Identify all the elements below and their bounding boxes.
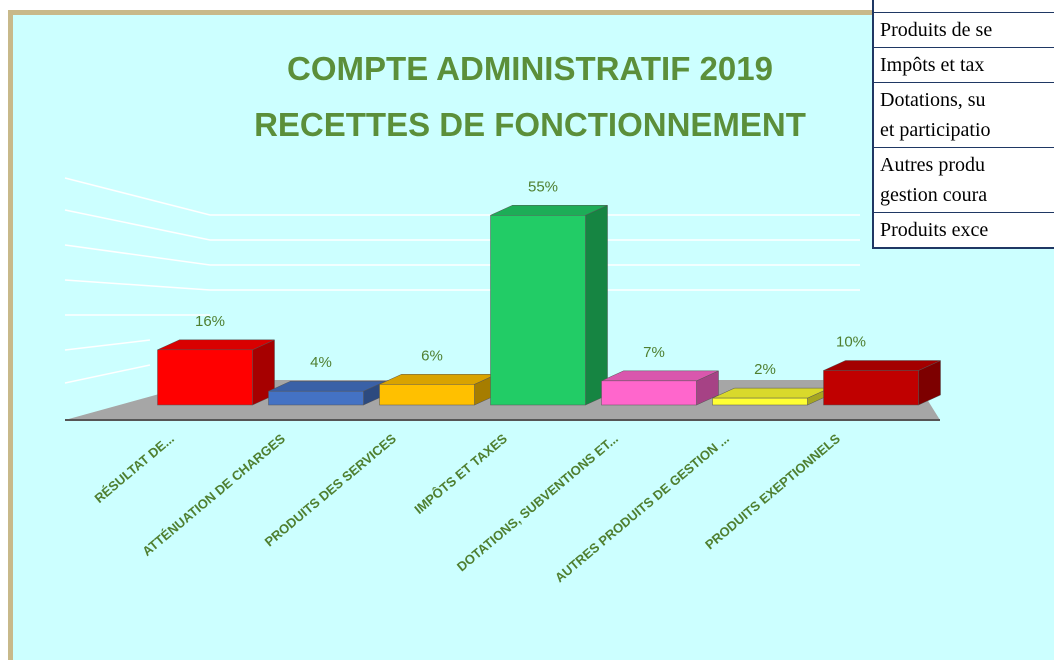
bar-front	[823, 370, 919, 406]
x-tick-label: AUTRES PRODUITS DE GESTION ...	[552, 431, 732, 585]
data-label: 10%	[836, 334, 866, 351]
chart-title: COMPTE ADMINISTRATIF 2019	[287, 50, 773, 87]
cell-text: Produits de se	[880, 19, 993, 41]
bar-front	[601, 380, 697, 406]
table-row: Produits de se	[874, 12, 1054, 47]
table-row: Dotations, su et participatio	[874, 82, 1054, 147]
bar	[601, 370, 719, 406]
bar	[823, 360, 941, 406]
table-row: Autres produ gestion coura	[874, 147, 1054, 212]
cell-text: Dotations, su	[880, 89, 986, 111]
data-label: 2%	[754, 361, 776, 378]
bar-front	[157, 349, 253, 406]
bar-front	[268, 390, 364, 406]
data-label: 7%	[643, 344, 665, 361]
bar-front	[712, 397, 808, 406]
table: Produits de se Impôts et tax Dotations, su…	[872, 0, 1054, 249]
bar	[490, 204, 608, 406]
x-tick-label: RÉSULTAT DE...	[91, 431, 176, 506]
bar-side	[585, 204, 608, 406]
x-tick-label: IMPÔTS ET TAXES	[411, 431, 510, 517]
data-label: 4%	[310, 354, 332, 371]
data-label: 55%	[528, 178, 558, 195]
data-label: 6%	[421, 347, 443, 364]
cell-text: Autres produ	[880, 154, 985, 176]
cell-text: et participatio	[880, 119, 991, 141]
x-tick-label: PRODUITS DES SERVICES	[262, 431, 400, 550]
bar	[379, 373, 497, 406]
bar-front	[490, 215, 586, 406]
bar-front	[379, 384, 475, 406]
cell-text: Produits exce	[880, 219, 989, 241]
bar	[712, 387, 830, 406]
bar	[268, 380, 386, 406]
cell-text: Impôts et tax	[880, 54, 985, 76]
chart-title: RECETTES DE FONCTIONNEMENT	[254, 106, 806, 143]
table-row: Impôts et tax	[874, 47, 1054, 82]
bar	[157, 339, 275, 406]
data-label: 16%	[195, 313, 225, 330]
table-row: Produits exce	[874, 212, 1054, 247]
grid-decor	[64, 177, 860, 384]
table-row	[874, 0, 1054, 12]
cell-text: gestion coura	[880, 184, 988, 206]
